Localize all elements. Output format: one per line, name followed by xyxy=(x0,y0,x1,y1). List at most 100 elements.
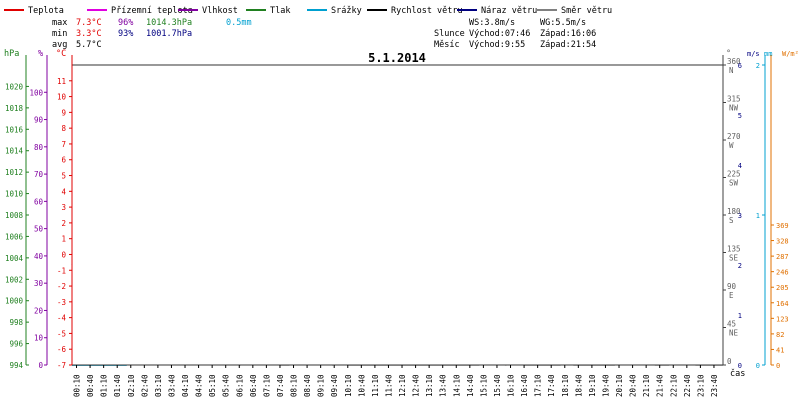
direction-tick-label: 360 xyxy=(727,57,741,66)
pressure-tick-label: 994 xyxy=(9,361,23,370)
time-tick-label: 04:40 xyxy=(195,374,204,397)
direction-compass-label: NE xyxy=(729,329,739,338)
time-tick-label: 15:10 xyxy=(479,374,488,397)
humidity-tick-label: 0 xyxy=(38,361,43,370)
sun-set: Západ:16:06 xyxy=(540,29,596,39)
time-tick-label: 19:10 xyxy=(588,374,597,397)
windspeed-tick-label: 6 xyxy=(738,62,742,70)
time-tick-label: 00:10 xyxy=(73,374,82,397)
time-tick-label: 05:40 xyxy=(222,374,231,397)
time-tick-label: 10:10 xyxy=(344,374,353,397)
time-tick-label: 17:10 xyxy=(534,374,543,397)
pressure-tick-label: 1010 xyxy=(5,190,24,199)
direction-tick-label: 90 xyxy=(727,282,737,291)
time-tick-label: 22:40 xyxy=(683,374,692,397)
temperature-tick-label: 2 xyxy=(61,219,66,228)
time-tick-label: 23:10 xyxy=(696,374,705,397)
time-tick-label: 06:40 xyxy=(249,374,258,397)
temperature-tick-label: 11 xyxy=(57,77,66,86)
direction-tick-label: 0 xyxy=(727,357,732,366)
time-tick-label: 02:10 xyxy=(127,374,136,397)
solar-tick-label: 82 xyxy=(776,331,784,339)
legend-label: Rychlost větru xyxy=(391,6,463,16)
solar-tick-label: 123 xyxy=(776,315,789,323)
pressure-tick-label: 1016 xyxy=(5,125,24,134)
humidity-tick-label: 50 xyxy=(34,225,44,234)
time-tick-label: 08:40 xyxy=(303,374,312,397)
direction-tick-label: 45 xyxy=(727,320,736,329)
unit-hpa: hPa xyxy=(4,49,19,59)
sun-rise: Východ:07:46 xyxy=(469,29,530,39)
time-tick-label: 10:40 xyxy=(357,374,366,397)
temperature-tick-label: 6 xyxy=(61,156,66,165)
direction-compass-label: S xyxy=(729,216,734,225)
time-tick-label: 16:10 xyxy=(507,374,516,397)
rain-tick-label: 2 xyxy=(756,62,760,70)
plot-frame xyxy=(71,64,724,366)
temperature-tick-label: -6 xyxy=(57,345,67,354)
rain-tick-label: 0 xyxy=(756,362,760,370)
pressure-tick-label: 996 xyxy=(9,340,23,349)
unit-time: čas xyxy=(730,368,745,379)
ws-value: WS:3.8m/s xyxy=(469,18,515,28)
windspeed-tick-label: 4 xyxy=(738,162,742,170)
time-tick-label: 11:40 xyxy=(384,374,393,397)
solar-tick-label: 369 xyxy=(776,222,789,230)
direction-compass-label: NW xyxy=(729,104,739,113)
time-tick-label: 21:40 xyxy=(656,374,665,397)
time-tick-label: 20:10 xyxy=(615,374,624,397)
temperature-tick-label: -7 xyxy=(57,361,66,370)
direction-tick-label: 270 xyxy=(727,132,741,141)
solar-tick-label: 164 xyxy=(776,300,789,308)
unit-pct: % xyxy=(38,49,43,59)
direction-tick-label: 135 xyxy=(727,245,741,254)
stats-min-hum: 93% xyxy=(118,29,133,39)
time-tick-label: 02:40 xyxy=(140,374,149,397)
pressure-tick-label: 1020 xyxy=(5,82,24,91)
moon-set: Západ:21:54 xyxy=(540,40,596,50)
temperature-tick-label: -3 xyxy=(57,298,66,307)
legend: Teplota Přízemní teplota Vlhkost Tlak Srážky… xyxy=(4,6,612,16)
humidity-tick-label: 30 xyxy=(34,279,44,288)
windspeed-tick-label: 3 xyxy=(738,212,742,220)
astro-block: WS:3.8m/s WG:5.5m/s Slunce Východ:07:46 … xyxy=(434,18,596,50)
pressure-tick-label: 1004 xyxy=(5,254,24,263)
stats-min-temp: 3.3°C xyxy=(76,29,102,39)
temperature-tick-label: 7 xyxy=(61,140,66,149)
direction-compass-label: E xyxy=(729,291,734,300)
direction-compass-label: SW xyxy=(729,179,739,188)
humidity-tick-label: 70 xyxy=(34,170,44,179)
chart-title: 5.1.2014 xyxy=(368,51,426,65)
direction-compass-label: W xyxy=(729,141,734,150)
windspeed-tick-label: 1 xyxy=(738,312,742,320)
axes: 9949969981000100210041006100810101012101… xyxy=(5,55,789,397)
temperature-tick-label: 3 xyxy=(61,203,66,212)
direction-tick-label: 180 xyxy=(727,207,741,216)
pressure-tick-label: 1002 xyxy=(5,275,23,284)
humidity-tick-label: 10 xyxy=(34,334,44,343)
time-tick-label: 15:40 xyxy=(493,374,502,397)
time-tick-label: 14:10 xyxy=(452,374,461,397)
time-tick-label: 21:10 xyxy=(642,374,651,397)
rain-tick-label: 1 xyxy=(756,212,760,220)
time-tick-label: 13:40 xyxy=(439,374,448,397)
humidity-tick-label: 40 xyxy=(34,252,44,261)
time-tick-label: 23:40 xyxy=(710,374,719,397)
legend-label: Teplota xyxy=(28,6,64,16)
stats-max-temp: 7.3°C xyxy=(76,18,102,28)
sun-label: Slunce xyxy=(434,29,465,39)
stats-min-press: 1001.7hPa xyxy=(146,29,192,39)
time-tick-label: 06:10 xyxy=(235,374,244,397)
temperature-tick-label: -1 xyxy=(57,266,66,275)
time-tick-label: 11:10 xyxy=(371,374,380,397)
temperature-tick-label: 9 xyxy=(61,108,66,117)
solar-tick-label: 246 xyxy=(776,269,789,277)
legend-label: Vlhkost xyxy=(202,6,238,16)
solar-tick-label: 41 xyxy=(776,346,784,354)
time-tick-label: 16:40 xyxy=(520,374,529,397)
temperature-tick-label: 0 xyxy=(61,250,66,259)
temperature-tick-label: 8 xyxy=(61,124,66,133)
temperature-tick-label: 1 xyxy=(61,235,66,244)
time-tick-label: 07:10 xyxy=(262,374,271,397)
unit-deg: ° xyxy=(726,49,731,59)
